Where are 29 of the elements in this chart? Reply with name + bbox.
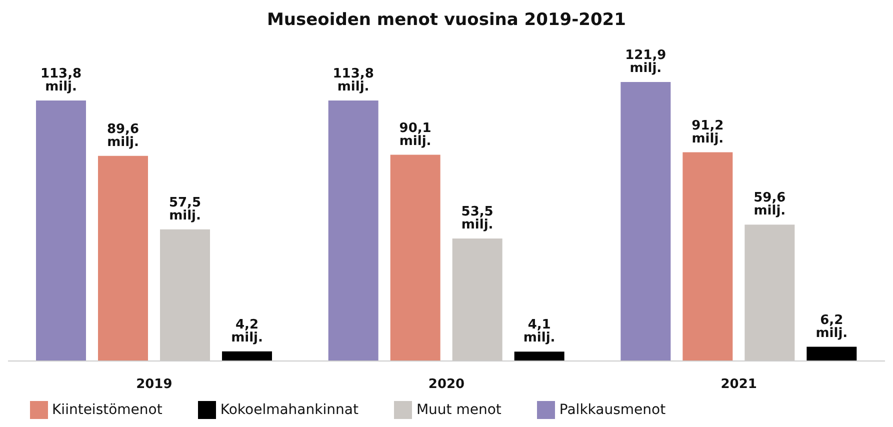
bar xyxy=(682,152,733,361)
x-tick-label: 2019 xyxy=(136,377,172,392)
chart-title: Museoiden menot vuosina 2019-2021 xyxy=(266,9,627,32)
data-label: 59,6 milj. xyxy=(754,190,786,219)
bar xyxy=(806,346,857,361)
legend-label: Muut menot xyxy=(416,402,502,418)
legend-label: Kiinteistömenot xyxy=(52,402,162,418)
x-tick-label: 2021 xyxy=(720,377,757,392)
data-label: 89,6 milj. xyxy=(106,122,140,150)
legend-label: Kokoelmahankinnat xyxy=(220,402,358,418)
bar xyxy=(36,100,86,361)
bar xyxy=(620,82,671,361)
bar xyxy=(328,100,378,361)
legend-label: Palkkausmenot xyxy=(559,402,666,418)
data-label: 121,9 milj. xyxy=(625,48,666,76)
data-label: 4,2 milj. xyxy=(231,317,263,346)
data-label: 90,1 milj. xyxy=(399,120,432,149)
bar xyxy=(390,154,440,361)
data-label: 91,2 milj. xyxy=(692,118,724,146)
data-label: 57,5 milj. xyxy=(168,195,202,224)
bar xyxy=(222,351,272,361)
bar xyxy=(98,156,148,361)
data-label: 113,8 milj. xyxy=(40,66,82,95)
data-label: 6,2 milj. xyxy=(816,312,848,341)
x-tick-label: 2020 xyxy=(428,377,465,392)
data-label: 4,1 milj. xyxy=(523,318,556,346)
data-label: 53,5 milj. xyxy=(461,204,494,233)
data-label: 113,8 milj. xyxy=(332,66,374,95)
bar xyxy=(514,352,564,361)
